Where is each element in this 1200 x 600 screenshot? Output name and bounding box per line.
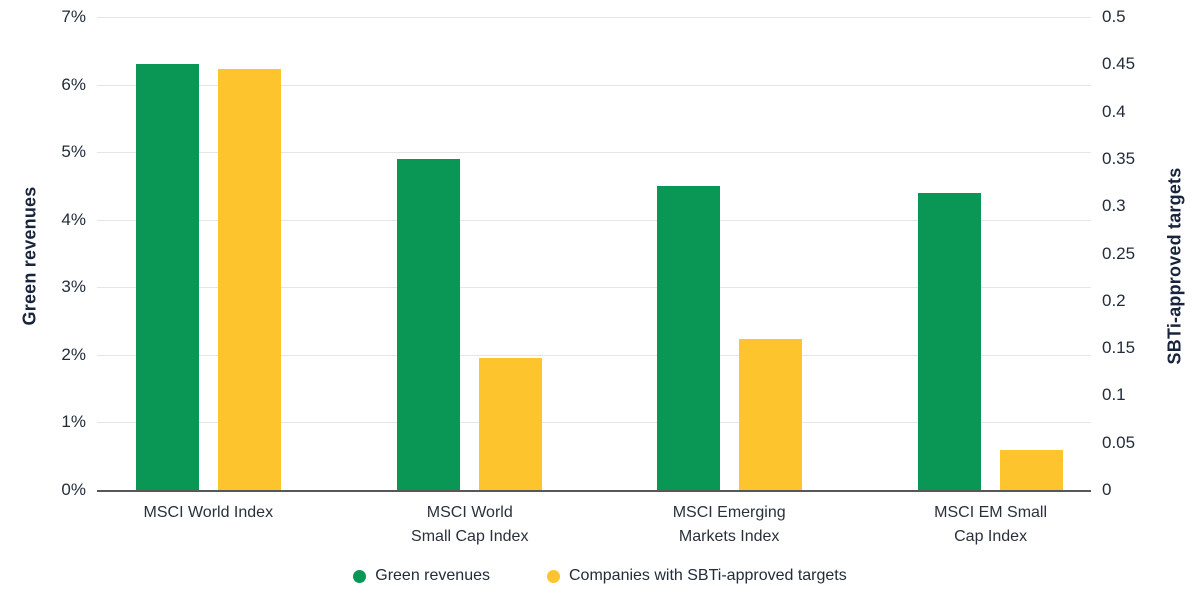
bar-green-revenues-0 <box>135 64 199 490</box>
right-axis-tick: 0.05 <box>1102 432 1136 452</box>
bar-sbti-targets-2 <box>738 338 802 490</box>
legend-label: Companies with SBTi-approved targets <box>568 567 847 584</box>
right-axis-tick: 0.45 <box>1102 54 1136 74</box>
bar-sbti-targets-0 <box>217 69 281 490</box>
right-axis-tick: 0.15 <box>1102 338 1136 358</box>
bar-sbti-targets-3 <box>1000 450 1064 490</box>
right-axis-tick: 0.5 <box>1102 7 1126 26</box>
left-axis-ticks: 7% 6% 5% 4% 3% 2% 1% 0% <box>0 0 86 600</box>
category-label-3: MSCI EM Small Cap Index <box>934 504 1048 545</box>
right-axis-tick: 0.35 <box>1102 148 1136 168</box>
legend-item-sbti-targets: Companies with SBTi-approved targets <box>546 567 847 585</box>
gridline <box>97 84 1091 86</box>
gridline <box>97 17 1091 18</box>
right-axis-ticks: 0.5 0.45 0.4 0.35 0.3 0.25 0.2 0.15 0.1 0.05 0 <box>1102 0 1172 600</box>
category-label-1: MSCI World Small Cap Index <box>411 504 529 545</box>
gridline <box>97 219 1091 221</box>
legend-label: Green revenues <box>375 567 490 584</box>
left-axis-tick: 7% <box>61 7 86 26</box>
right-axis-tick: 0.2 <box>1102 290 1126 310</box>
right-axis-tick: 0.25 <box>1102 243 1136 263</box>
plot-area <box>97 17 1091 492</box>
right-axis-tick: 0.3 <box>1102 196 1126 216</box>
right-axis-tick: 0.4 <box>1102 101 1126 121</box>
left-axis-tick: 6% <box>61 74 86 94</box>
gridline <box>97 287 1091 289</box>
bar-green-revenues-1 <box>397 158 461 490</box>
gridline <box>97 354 1091 356</box>
category-label-2: MSCI Emerging Markets Index <box>672 504 786 545</box>
bar-sbti-targets-1 <box>479 357 543 490</box>
left-axis-tick: 1% <box>61 412 86 432</box>
gridline <box>97 422 1091 424</box>
legend: Green revenues Companies with SBTi-approv… <box>0 567 1200 585</box>
left-axis-tick: 2% <box>61 344 86 364</box>
legend-item-green-revenues: Green revenues <box>353 567 490 585</box>
legend-dot-icon <box>353 569 367 583</box>
bar-green-revenues-3 <box>918 192 982 490</box>
bar-green-revenues-2 <box>656 185 720 490</box>
category-label-0: MSCI World Index <box>143 504 274 521</box>
left-axis-tick: 5% <box>61 142 86 162</box>
right-axis-tick: 0 <box>1102 480 1112 499</box>
left-axis-tick: 4% <box>61 209 86 229</box>
gridline <box>97 152 1091 154</box>
right-axis-tick: 0.1 <box>1102 385 1126 405</box>
legend-dot-icon <box>546 569 560 583</box>
left-axis-tick: 0% <box>61 480 86 499</box>
left-axis-tick: 3% <box>61 277 86 297</box>
